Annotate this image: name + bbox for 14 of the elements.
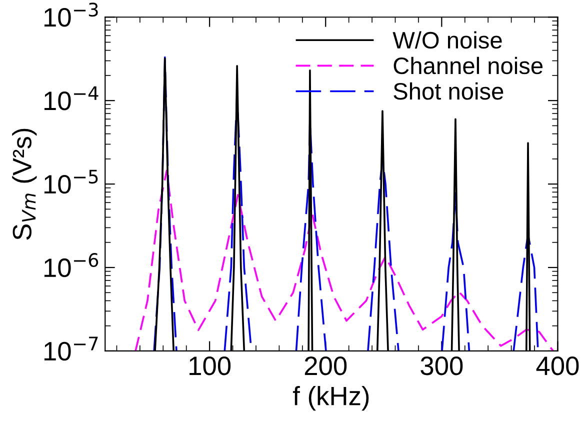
legend-label: Shot noise [394, 82, 504, 100]
x-tick-label: 100 [190, 356, 231, 376]
x-axis-title: f (kHz) [292, 386, 369, 411]
x-tick-label: 300 [420, 356, 463, 376]
y-tick-label: 10$^{−5}$ [44, 170, 98, 194]
y-tick-label: 10$^{−3}$ [44, 2, 98, 27]
y-axis-title: S$_{Vm}$ (V²s) [12, 128, 37, 240]
legend-label: W/O noise [392, 31, 502, 49]
x-tick-label: 200 [304, 356, 347, 376]
y-tick-label: 10$^{−4}$ [44, 86, 98, 110]
x-tick-label: 400 [536, 356, 579, 376]
y-tick-label: 10$^{−7}$ [44, 336, 98, 361]
legend-label: Channel noise [394, 56, 543, 74]
y-tick-label: 10$^{−6}$ [44, 253, 98, 278]
